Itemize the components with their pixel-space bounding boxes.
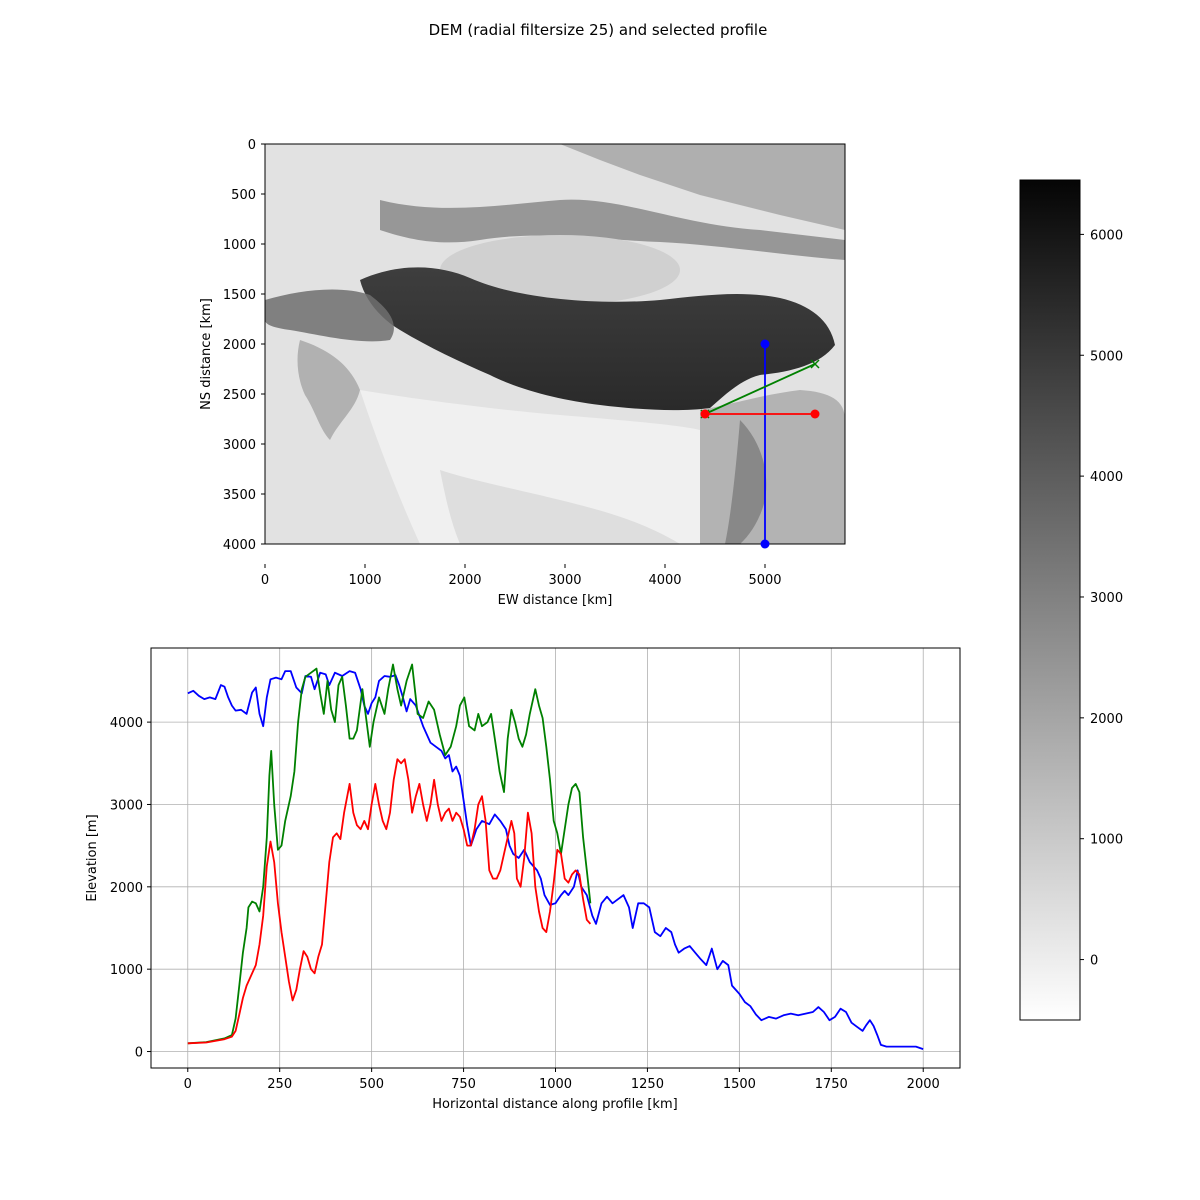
map-y-tick-label: 2000 bbox=[223, 338, 256, 353]
map-x-tick-label: 3000 bbox=[548, 573, 581, 588]
profile-y-axis: 0 1000 2000 3000 4000 bbox=[110, 716, 151, 1061]
profile-endpoint-marker bbox=[810, 409, 820, 419]
map-y-tick-label: 4000 bbox=[223, 538, 256, 553]
map-x-label: EW distance [km] bbox=[498, 593, 613, 608]
colorbar-tick-label: 6000 bbox=[1090, 228, 1123, 243]
profile-x-tick-label: 500 bbox=[359, 1077, 384, 1092]
colorbar-tick-label: 2000 bbox=[1090, 712, 1123, 727]
profile-series-line bbox=[187, 670, 924, 1050]
profile-overlays bbox=[700, 339, 820, 549]
profile-y-tick-label: 3000 bbox=[110, 798, 143, 813]
map-y-label: NS distance [km] bbox=[199, 298, 214, 410]
profile-endpoint-marker bbox=[760, 339, 770, 349]
profile-x-tick-label: 1000 bbox=[539, 1077, 572, 1092]
map-y-tick-label: 1500 bbox=[223, 288, 256, 303]
elevation-profile-panel: 0 250 500 750 1000 1250 1500 1750 2000 0 1000 2000… bbox=[85, 647, 961, 1112]
profile-x-tick-label: 750 bbox=[451, 1077, 476, 1092]
dem-image bbox=[265, 144, 845, 544]
colorbar: 0 1000 2000 3000 4000 5000 6000 bbox=[1019, 179, 1123, 1021]
map-x-axis: 0 1000 2000 3000 4000 5000 bbox=[261, 564, 782, 588]
profile-y-tick-label: 2000 bbox=[110, 881, 143, 896]
profile-x-label: Horizontal distance along profile [km] bbox=[432, 1097, 677, 1112]
profile-y-tick-label: 4000 bbox=[110, 716, 143, 731]
profile-endpoint-marker bbox=[700, 409, 710, 419]
figure-title: DEM (radial filtersize 25) and selected … bbox=[429, 21, 768, 39]
profile-x-tick-label: 1750 bbox=[815, 1077, 848, 1092]
profile-x-tick-label: 2000 bbox=[907, 1077, 940, 1092]
map-y-tick-label: 500 bbox=[231, 188, 256, 203]
map-x-tick-label: 1000 bbox=[348, 573, 381, 588]
profile-x-tick-label: 250 bbox=[267, 1077, 292, 1092]
colorbar-tick-label: 4000 bbox=[1090, 470, 1123, 485]
map-x-tick-label: 0 bbox=[261, 573, 269, 588]
profile-series-line bbox=[187, 758, 592, 1045]
map-y-tick-label: 3000 bbox=[223, 438, 256, 453]
map-x-tick-label: 5000 bbox=[748, 573, 781, 588]
profile-y-label: Elevation [m] bbox=[85, 814, 100, 901]
profile-series-line bbox=[187, 663, 592, 1045]
profile-grid bbox=[151, 648, 960, 1068]
profile-y-tick-label: 1000 bbox=[110, 963, 143, 978]
map-y-tick-label: 0 bbox=[248, 138, 256, 153]
profile-x-axis: 0 250 500 750 1000 1250 1500 1750 2000 bbox=[184, 1068, 940, 1092]
colorbar-gradient bbox=[1019, 179, 1081, 1021]
map-x-tick-label: 4000 bbox=[648, 573, 681, 588]
colorbar-ticks: 0 1000 2000 3000 4000 5000 6000 bbox=[1080, 228, 1123, 969]
profile-x-tick-label: 1250 bbox=[631, 1077, 664, 1092]
profile-lines bbox=[187, 663, 924, 1050]
map-y-tick-label: 2500 bbox=[223, 388, 256, 403]
colorbar-tick-label: 1000 bbox=[1090, 833, 1123, 848]
profile-endpoint-marker bbox=[810, 359, 820, 369]
profile-y-tick-label: 0 bbox=[135, 1046, 143, 1061]
map-y-tick-label: 1000 bbox=[223, 238, 256, 253]
profile-track-line bbox=[704, 363, 816, 415]
colorbar-tick-label: 3000 bbox=[1090, 591, 1123, 606]
map-y-tick-label: 3500 bbox=[223, 488, 256, 503]
colorbar-tick-label: 0 bbox=[1090, 954, 1098, 969]
map-y-axis: 0 500 1000 1500 2000 2500 3000 3500 4000 bbox=[223, 138, 265, 553]
profile-endpoint-marker bbox=[760, 539, 770, 549]
colorbar-tick-label: 5000 bbox=[1090, 349, 1123, 364]
profile-x-tick-label: 0 bbox=[184, 1077, 192, 1092]
profile-x-tick-label: 1500 bbox=[723, 1077, 756, 1092]
map-x-tick-label: 2000 bbox=[448, 573, 481, 588]
dem-map-panel: 0 1000 2000 3000 4000 5000 0 500 1000 1500 2000 25… bbox=[199, 138, 846, 608]
